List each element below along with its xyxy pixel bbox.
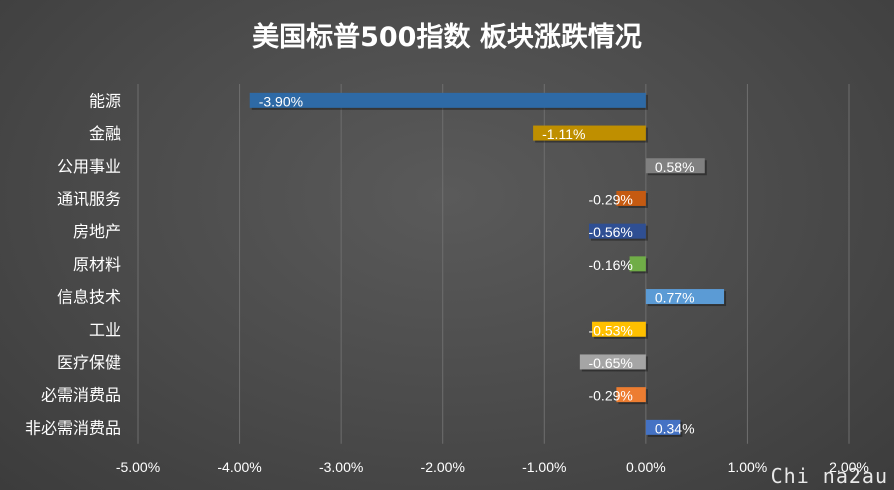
bar-1 (249, 92, 646, 108)
x-tick-label: 1.00% (728, 459, 768, 475)
bars (249, 92, 727, 437)
value-label: 0.77% (655, 290, 695, 306)
gridlines (137, 84, 850, 444)
bar-8 (592, 321, 646, 337)
x-tick-label: 2.00% (829, 459, 869, 475)
category-label: 金融 (89, 124, 121, 143)
x-tick-label: -2.00% (421, 459, 465, 475)
value-label: -1.11% (542, 126, 585, 142)
category-label: 能源 (89, 91, 121, 110)
category-label: 原材料 (73, 255, 121, 274)
bar-11 (645, 419, 681, 435)
category-label: 必需消费品 (41, 386, 121, 405)
x-tick-label: 0.00% (626, 459, 666, 475)
chart-title: 美国标普500指数 板块涨跌情况 (252, 21, 642, 53)
x-tick-label: -4.00% (217, 459, 261, 475)
bar-5 (588, 223, 646, 239)
value-label: -0.16% (588, 257, 632, 273)
category-label: 医疗保健 (57, 353, 121, 372)
category-label: 非必需消费品 (25, 418, 121, 437)
bar-4 (616, 190, 646, 206)
value-label: -0.53% (588, 322, 632, 338)
bar-3 (645, 158, 705, 174)
category-label: 通讯服务 (57, 189, 121, 208)
category-label: 房地产 (73, 222, 121, 241)
category-label: 信息技术 (57, 288, 121, 307)
x-tick-label: -5.00% (116, 459, 160, 475)
value-label: 0.58% (655, 159, 695, 175)
category-label: 工业 (89, 320, 121, 339)
value-label: -0.56% (588, 224, 632, 240)
value-label: -0.65% (588, 355, 632, 371)
x-tick-label: -1.00% (522, 459, 566, 475)
x-tick-label: -3.00% (319, 459, 363, 475)
bar-6 (629, 256, 646, 272)
bar-7 (645, 289, 725, 305)
value-labels: -3.90% -1.11% 0.58% -0.29% -0.56% -0.16% 0.77%… (259, 93, 695, 436)
watermark: Chi na2au (770, 464, 888, 488)
value-label: -0.29% (588, 191, 632, 207)
bar-9 (579, 354, 646, 370)
value-label: 0.34% (655, 420, 695, 436)
category-label: 公用事业 (57, 157, 121, 176)
value-label: -0.29% (588, 388, 632, 404)
x-tick-labels: -5.00% -4.00% -3.00% -2.00% -1.00% 0.00% 1.00%… (116, 459, 869, 475)
value-label: -3.90% (259, 93, 303, 109)
bar-2 (533, 125, 646, 141)
bar-10 (616, 387, 646, 403)
